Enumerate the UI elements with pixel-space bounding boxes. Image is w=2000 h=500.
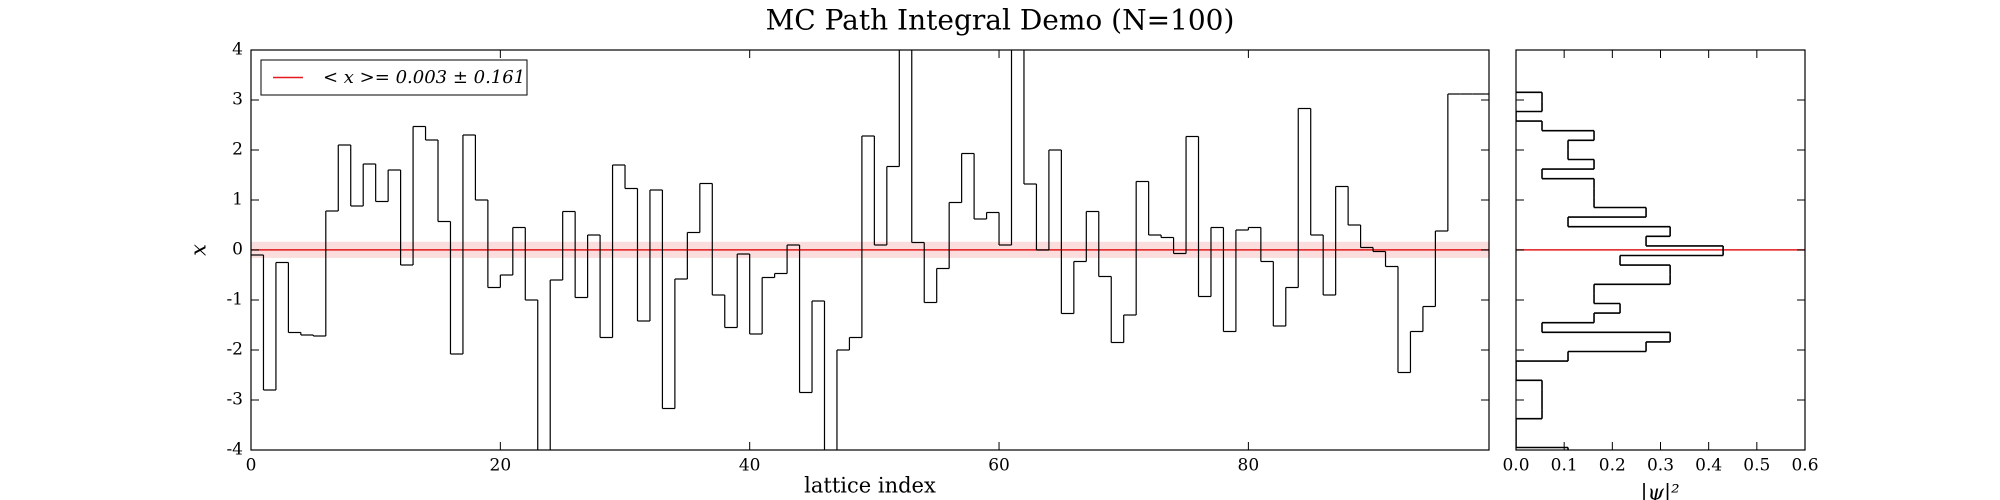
x-tick-label: 0.6 xyxy=(1791,456,1818,476)
x-tick-label: 0.4 xyxy=(1695,456,1722,476)
main-plot-area xyxy=(251,50,1489,450)
y-tick-label: 3 xyxy=(232,90,243,110)
x-tick-label: 0 xyxy=(246,456,257,476)
y-axis-label: x xyxy=(187,244,211,256)
y-tick-label: -3 xyxy=(226,390,243,410)
x-tick-label: 0.5 xyxy=(1743,456,1770,476)
x-tick-label: 0.2 xyxy=(1599,456,1626,476)
chart-title: MC Path Integral Demo (N=100) xyxy=(766,4,1235,37)
y-tick-label: -4 xyxy=(226,440,243,460)
y-tick-label: 4 xyxy=(232,40,243,60)
x-tick-label: 80 xyxy=(1238,456,1260,476)
x-axis-label: lattice index xyxy=(804,474,936,498)
x-tick-label: 40 xyxy=(739,456,761,476)
legend-label: < x >= 0.003 ± 0.161 xyxy=(323,67,525,88)
y-tick-label: 0 xyxy=(232,240,243,260)
y-tick-label: 1 xyxy=(232,190,243,210)
side-plot-area xyxy=(1516,91,1805,450)
axes-overlay: 0 20 40 60 80 -4 -3 -2 -1 0 1 2 3 4 < x >= 0.003 ± 0.1… xyxy=(226,40,1818,476)
x-tick-label: 0.0 xyxy=(1502,456,1529,476)
axes-frame xyxy=(1515,49,1806,451)
y-tick-label: 2 xyxy=(232,140,243,160)
x-tick-label: 60 xyxy=(988,456,1010,476)
x-tick-label: 0.3 xyxy=(1647,456,1674,476)
x-tick-label: 0.1 xyxy=(1551,456,1578,476)
y-tick-label: -1 xyxy=(226,290,243,310)
x-tick-label: 20 xyxy=(490,456,512,476)
side-x-axis-label: |ψ|² xyxy=(1640,481,1679,500)
axes-frame xyxy=(250,49,1490,451)
y-tick-label: -2 xyxy=(226,340,243,360)
legend-box xyxy=(260,59,528,96)
